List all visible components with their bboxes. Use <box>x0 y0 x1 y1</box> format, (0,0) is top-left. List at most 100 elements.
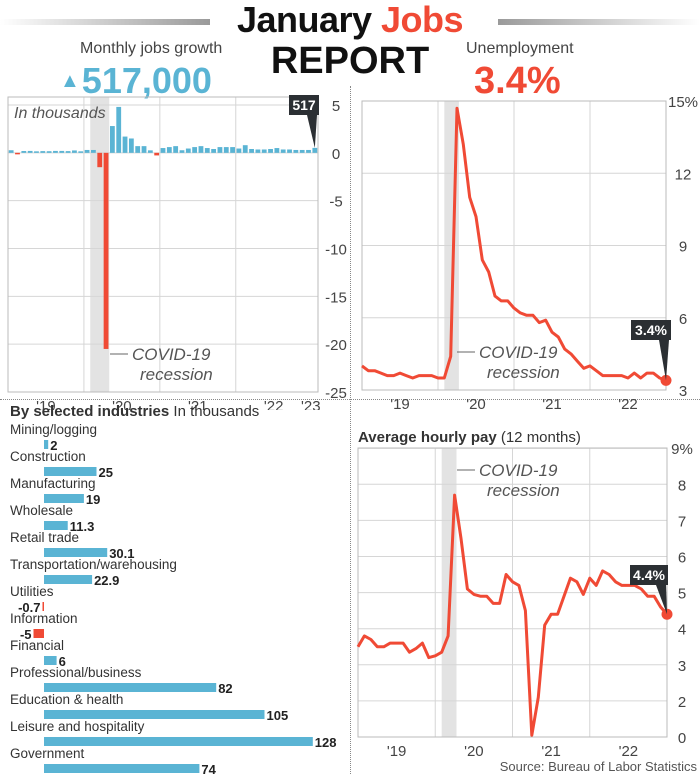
y-tick-label: 9 <box>679 239 687 256</box>
industry-value-label: -5 <box>20 627 32 642</box>
y-tick-label: 5 <box>332 98 340 115</box>
bar-month-10 <box>72 150 77 153</box>
bar-month-14 <box>97 152 103 168</box>
recession-label-line2: recession <box>487 481 560 500</box>
bar-month-1 <box>15 152 20 155</box>
industry-value-label: 22.9 <box>94 573 119 588</box>
industry-bar <box>44 764 200 773</box>
y-tick-label: -5 <box>329 194 342 211</box>
x-tick-label: '20 <box>464 743 484 760</box>
plot-frame <box>361 100 667 391</box>
industry-value-label: 128 <box>315 735 337 750</box>
bar-month-19 <box>128 138 134 153</box>
y-tick-label: 6 <box>679 311 687 328</box>
chart-title: Average hourly pay (12 months) <box>358 429 581 446</box>
industry-value-label: 19 <box>86 492 100 507</box>
x-tick-label: '19 <box>390 396 410 410</box>
unemployment-label: Unemployment <box>466 40 574 57</box>
chart-title-main: Average hourly pay <box>358 429 501 446</box>
bar-month-34 <box>223 147 229 153</box>
industry-value-label: 2 <box>50 438 57 453</box>
industry-bar <box>44 467 97 476</box>
bar-month-2 <box>21 151 27 153</box>
recession-label-line2: recession <box>140 365 213 384</box>
industry-label: Manufacturing <box>10 476 96 491</box>
industry-bar <box>44 737 313 746</box>
bar-month-12 <box>84 149 90 153</box>
bar-month-35 <box>230 147 235 153</box>
bar-month-23 <box>154 152 160 156</box>
y-tick-label: -25 <box>325 385 347 402</box>
industry-label: Leisure and hospitality <box>10 719 145 734</box>
bar-month-9 <box>65 151 71 153</box>
x-tick-label: '20 <box>112 398 132 410</box>
y-tick-label: 6 <box>678 550 686 567</box>
x-tick-label: '22 <box>618 396 638 410</box>
horizontal-divider <box>0 399 700 400</box>
industry-label: Information <box>10 611 78 626</box>
annotation-label: 517 <box>292 97 316 113</box>
y-tick-label: 7 <box>678 513 686 530</box>
bar-month-33 <box>217 147 223 153</box>
industry-label: Wholesale <box>10 503 73 518</box>
annotation-label: 3.4% <box>635 322 667 338</box>
industry-label: Mining/logging <box>10 422 97 437</box>
latest-point-marker <box>661 608 673 620</box>
bar-month-40 <box>261 149 267 153</box>
y-tick-label: 3 <box>679 383 687 400</box>
x-tick-label: '20 <box>466 396 486 410</box>
jobs-growth-value: ▲517,000 <box>60 62 212 100</box>
bar-month-16 <box>109 126 115 153</box>
x-tick-label: '21 <box>541 743 561 760</box>
bar-month-32 <box>211 149 217 153</box>
up-triangle-icon: ▲ <box>60 70 80 92</box>
chart-subtitle: (12 months) <box>501 429 581 446</box>
bar-month-29 <box>192 147 198 153</box>
x-tick-label: '19 <box>36 398 56 410</box>
y-tick-label: 0 <box>332 146 340 163</box>
x-tick-label: '19 <box>387 743 407 760</box>
annotation-label: 4.4% <box>633 567 665 583</box>
bar-month-7 <box>53 150 58 153</box>
bar-month-8 <box>59 150 65 153</box>
y-tick-label: -15 <box>325 289 347 306</box>
recession-label-line1: COVID-19 <box>479 461 558 480</box>
unemployment-value: 3.4% <box>474 60 561 102</box>
chart-title: By selected industries In thousands <box>10 403 259 420</box>
industry-bar <box>44 440 49 449</box>
hourly-pay-chart: Average hourly pay (12 months) 9% 8 7 6 5 4 3 2 0… <box>356 429 697 774</box>
bar-month-13 <box>91 149 96 153</box>
bar-month-27 <box>179 150 185 153</box>
bar-month-42 <box>274 148 280 153</box>
annotation-pointer <box>659 340 669 381</box>
plot-frame <box>7 96 319 393</box>
y-tick-label: 2 <box>678 694 686 711</box>
industry-value-label: 74 <box>201 762 216 774</box>
x-tick-label: '22 <box>264 398 284 410</box>
bar-month-18 <box>122 136 128 153</box>
bar-month-4 <box>34 151 39 153</box>
bar-month-37 <box>242 145 248 153</box>
jobs-chart: 5 0 -5 -10 -15 -20 -25 '19 '20 '21 '22 '23 In thousa… <box>7 95 347 410</box>
recession-label-line1: COVID-19 <box>479 343 558 362</box>
industry-bar <box>44 521 68 530</box>
industry-bar <box>44 656 57 665</box>
industry-label: Financial <box>10 638 64 653</box>
bar-month-11 <box>78 151 84 153</box>
annotation-box <box>289 95 319 115</box>
bar-month-20 <box>135 146 141 153</box>
annotation-pointer <box>307 115 317 148</box>
y-tick-label: 15% <box>668 94 698 111</box>
bar-month-0 <box>8 150 14 153</box>
y-tick-label: -10 <box>325 242 347 259</box>
plot-frame <box>357 447 668 738</box>
industry-bar <box>44 710 265 719</box>
industries-chart: By selected industries In thousands Minin… <box>10 403 337 774</box>
industry-value-label: 30.1 <box>109 546 134 561</box>
bar-month-22 <box>147 150 153 153</box>
bar-month-36 <box>236 148 242 153</box>
bar-month-21 <box>141 146 147 153</box>
y-tick-label: 12 <box>675 166 692 183</box>
bar-month-15 <box>103 152 109 349</box>
